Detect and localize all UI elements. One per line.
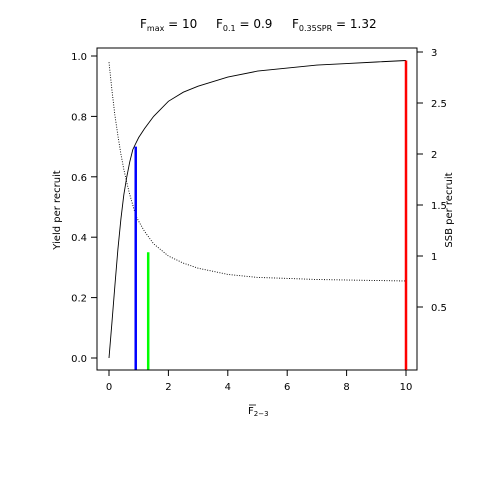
- y-right-tick-label: 1: [431, 252, 437, 263]
- y-right-tick-label: 2.5: [431, 99, 447, 110]
- chart-title: Fmax = 10 F0.1 = 0.9 F0.35SPR = 1.32: [140, 17, 377, 33]
- title-f01: F0.1 = 0.9: [216, 17, 272, 33]
- series-line-yield-per-recruit: [108, 60, 407, 359]
- y-left-tick-label: 0.2: [71, 294, 87, 305]
- plot-frame: [96, 47, 418, 371]
- series-layer: [108, 60, 407, 359]
- x-axis-label: F2−3: [248, 406, 269, 418]
- y-right-tick-label: 1.5: [431, 201, 447, 212]
- y-left-tick-label: 1.0: [71, 52, 87, 63]
- x-tick-label: 0: [106, 382, 112, 393]
- y-right-tick-label: 2: [431, 150, 437, 161]
- title-f035spr: F0.35SPR = 1.32: [292, 17, 377, 33]
- series-line-ssb-per-recruit: [108, 62, 407, 282]
- x-tick-label: 6: [284, 382, 290, 393]
- y-left-tick-label: 0.4: [71, 233, 87, 244]
- y-axis-left: 0.0 0.2 0.4 0.6 0.8 1.0: [71, 52, 97, 365]
- x-axis: 0 2 4 6 8 10: [106, 369, 413, 393]
- y-right-tick-label: 3: [431, 48, 437, 59]
- x-tick-label: 2: [165, 382, 171, 393]
- x-tick-label: 4: [225, 382, 231, 393]
- y-right-tick-label: 0.5: [431, 303, 447, 314]
- x-tick-label: 8: [343, 382, 349, 393]
- x-tick-label: 10: [400, 382, 413, 393]
- y-axis-left-label: Yield per recruit: [52, 170, 63, 251]
- reference-lines: [134, 60, 408, 370]
- x-axis-label-group: F2−3: [248, 404, 269, 418]
- y-left-tick-label: 0.8: [71, 112, 87, 123]
- y-left-tick-label: 0.0: [71, 354, 87, 365]
- y-axis-right: 0.5 1 1.5 2 2.5 3: [417, 48, 447, 314]
- title-fmax: Fmax = 10: [140, 17, 197, 33]
- y-left-tick-label: 0.6: [71, 173, 87, 184]
- y-axis-right-label: SSB per recruit: [444, 172, 455, 247]
